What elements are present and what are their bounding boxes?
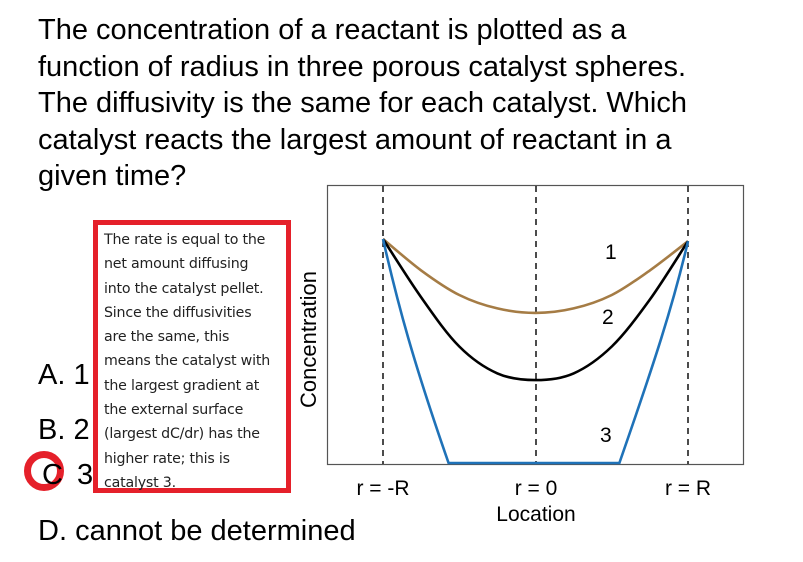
x-tick-zero: r = 0 [514, 477, 558, 500]
question-line: catalyst reacts the largest amount of re… [38, 123, 672, 156]
option-d[interactable]: D. cannot be determined [38, 514, 356, 548]
option-c[interactable]: C 3 [38, 458, 93, 492]
option-letter: B. [38, 414, 66, 446]
explanation-line: (largest dC/dr) has the [104, 426, 260, 443]
option-letter: C [42, 459, 63, 491]
curve-1 [382, 237, 689, 315]
explanation-line: catalyst 3. [104, 474, 176, 491]
option-value: cannot be determined [75, 515, 356, 547]
curve-label-1: 1 [605, 241, 617, 264]
explanation-line: The rate is equal to the [104, 232, 266, 248]
curve-label-2: 2 [602, 306, 614, 329]
explanation-line: are the same, this [104, 329, 230, 346]
explanation-line: the largest gradient at [104, 377, 260, 394]
selected-answer-circle [24, 451, 64, 491]
question-line: The concentration of a reactant is plott… [38, 14, 627, 46]
option-a[interactable]: A. 1 [38, 358, 90, 392]
option-letter: D. [38, 515, 67, 547]
question-line: given time? [38, 160, 187, 192]
option-letter: A. [38, 359, 66, 391]
explanation-line: the external surface [104, 402, 244, 419]
option-b[interactable]: B. 2 [38, 413, 90, 447]
x-axis-label: Location [496, 503, 576, 526]
option-value: 1 [73, 359, 90, 391]
curve-2 [381, 238, 690, 382]
y-axis-label: Concentration [296, 271, 321, 408]
curve-3 [381, 238, 690, 465]
question-text: The concentration of a reactant is plott… [38, 12, 798, 195]
curve-label-3: 3 [600, 424, 612, 447]
explanation-line: into the catalyst pellet. [104, 280, 264, 297]
question-line: function of radius in three porous catal… [38, 50, 687, 83]
option-value: 3 [77, 459, 94, 491]
option-value: 2 [73, 414, 90, 446]
question-line: The diffusivity is the same for each cat… [38, 87, 688, 119]
explanation-line: means the catalyst with [104, 353, 270, 370]
x-tick-minus-r: r = -R [356, 477, 410, 500]
explanation-line: net amount diffusing [104, 256, 249, 273]
explanation-line: Since the diffusivities [104, 304, 252, 321]
plot-frame [326, 184, 745, 466]
explanation-box: The rate is equal to the net amount diff… [93, 220, 291, 493]
vertical-gridlines [382, 186, 689, 464]
x-tick-plus-r: r = R [664, 477, 712, 500]
explanation-line: higher rate; this is [104, 450, 230, 467]
